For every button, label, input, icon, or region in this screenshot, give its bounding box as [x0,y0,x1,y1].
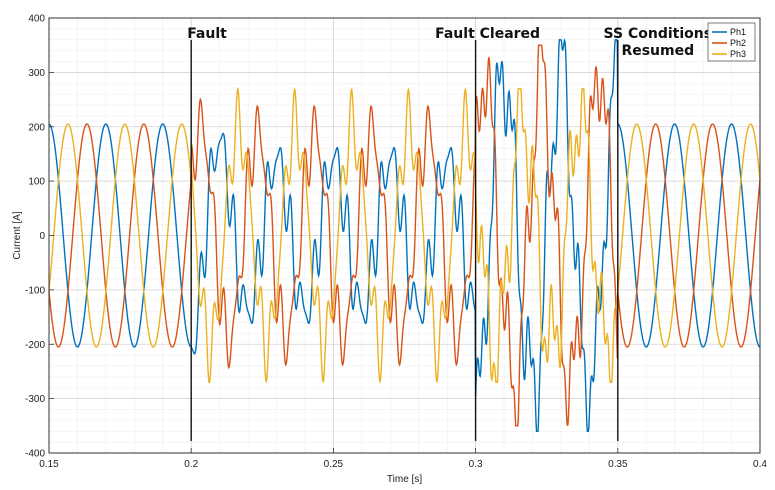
series-line-ph2 [48,44,761,427]
x-tick-label: 0.35 [608,459,628,470]
event-label: Resumed [621,43,694,59]
legend-label: Ph3 [730,49,746,59]
y-axis-ticks: -400 -300 -200 -100 0 100 200 300 400 [25,14,54,460]
legend-label: Ph2 [730,38,746,48]
x-tick-label: 0.25 [324,459,344,470]
x-axis-label: Time [s] [387,474,422,485]
y-tick-label: 200 [28,122,45,133]
x-axis-ticks: 0.15 0.2 0.25 0.3 0.35 0.4 [39,448,767,470]
x-tick-label: 0.15 [39,459,59,470]
y-tick-label: -400 [25,449,45,460]
y-axis-label: Current [A] [12,211,23,260]
x-tick-label: 0.2 [184,459,198,470]
y-tick-label: -300 [25,394,45,405]
series-line-ph3 [48,86,761,384]
event-label: Fault [187,26,227,42]
x-tick-label: 0.3 [469,459,483,470]
y-tick-label: -200 [25,340,45,351]
series-layer [48,38,761,432]
series-line-ph1 [48,38,761,432]
x-tick-label: 0.4 [753,459,767,470]
y-tick-label: 0 [39,231,45,242]
legend-label: Ph1 [730,27,746,37]
y-tick-label: 300 [28,68,45,79]
y-tick-label: 100 [28,177,45,188]
y-tick-label: 400 [28,14,45,25]
event-label: Fault Cleared [435,26,540,42]
y-tick-label: -100 [25,285,45,296]
event-label: SS Conditions [604,26,713,42]
